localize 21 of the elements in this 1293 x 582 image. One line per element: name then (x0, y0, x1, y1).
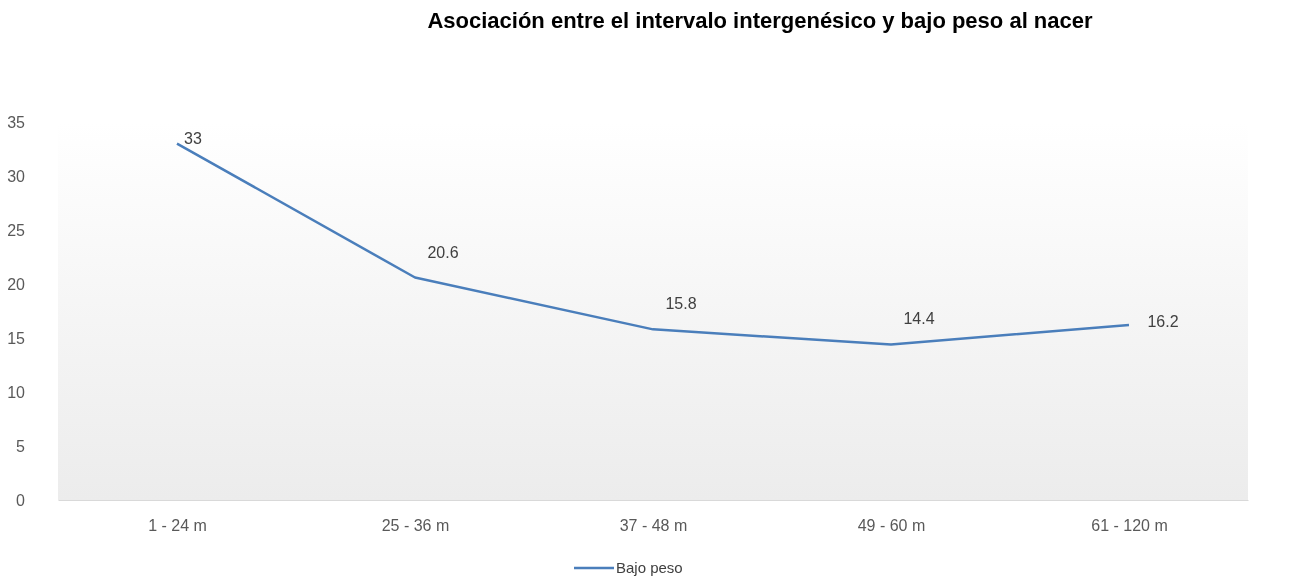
data-label: 20.6 (427, 243, 459, 261)
x-tick-label: 61 - 120 m (1091, 517, 1168, 535)
x-tick-label: 25 - 36 m (381, 517, 450, 535)
x-tick-label: 1 - 24 m (148, 517, 207, 535)
data-label: 16.2 (1147, 313, 1179, 331)
y-tick-label: 15 (7, 329, 26, 347)
chart-title: Asociación entre el intervalo intergenésico y bajo peso al nacer (427, 8, 1093, 33)
data-label: 33 (184, 129, 202, 147)
y-tick-label: 5 (16, 437, 26, 455)
y-tick-label: 35 (7, 113, 26, 131)
y-tick-label: 30 (7, 167, 26, 185)
y-tick-label: 10 (7, 383, 26, 401)
x-tick-label: 49 - 60 m (857, 517, 926, 535)
x-tick-label: 37 - 48 m (619, 517, 688, 535)
y-tick-label: 20 (7, 275, 26, 293)
y-tick-label: 0 (16, 491, 26, 509)
y-tick-label: 25 (7, 221, 26, 239)
data-label: 14.4 (903, 310, 935, 328)
legend-label: Bajo peso (616, 559, 683, 576)
line-series (175, 142, 1131, 346)
data-label: 15.8 (665, 295, 697, 313)
